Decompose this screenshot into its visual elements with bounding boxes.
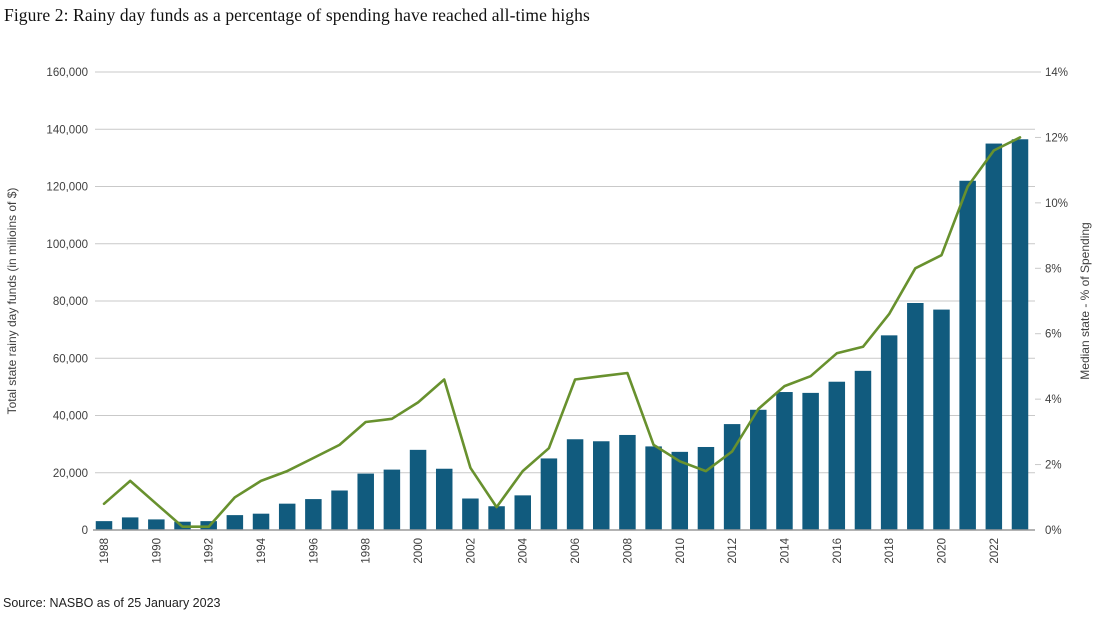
bar-2020 (933, 309, 950, 530)
y-left-tick-label: 140,000 (46, 124, 88, 136)
bar-2016 (828, 381, 846, 530)
bar-2019 (907, 303, 924, 530)
bar-2003 (488, 506, 505, 530)
bar-2008 (619, 434, 636, 530)
bar-1988 (95, 521, 113, 530)
y-right-tick-label: 6% (1045, 329, 1062, 341)
y-right-tick-label: 8% (1045, 263, 1062, 275)
y-left-tick-label: 0 (82, 525, 88, 537)
y-left-tick-label: 60,000 (53, 353, 88, 365)
bar-1990 (148, 519, 165, 530)
bar-2021 (959, 180, 976, 530)
bar-1989 (121, 517, 139, 530)
bar-2007 (593, 441, 610, 530)
y-right-tick-label: 2% (1045, 460, 1062, 472)
figure-title: Figure 2: Rainy day funds as a percentag… (4, 5, 590, 25)
x-tick-label: 1992 (204, 538, 216, 564)
bar-2013 (750, 409, 767, 530)
x-tick-label: 2020 (936, 538, 948, 564)
bar-1998 (357, 473, 374, 530)
bar-2012 (723, 424, 741, 530)
x-tick-label: 1998 (361, 538, 373, 564)
bar-2004 (514, 495, 531, 530)
bar-1997 (331, 490, 348, 530)
y-right-tick-label: 12% (1045, 132, 1068, 144)
x-tick-label: 2016 (832, 538, 844, 564)
y-left-tick-label: 100,000 (46, 239, 88, 251)
bar-2006 (566, 439, 584, 530)
bar-2001 (435, 468, 453, 530)
bar-1999 (383, 469, 401, 530)
x-tick-label: 2000 (413, 538, 425, 564)
bar-2002 (462, 498, 479, 530)
x-tick-label: 2012 (727, 538, 739, 564)
x-tick-label: 2006 (570, 538, 582, 564)
bar-2017 (854, 370, 872, 530)
y-left-tick-label: 40,000 (53, 411, 88, 423)
bar-2000 (409, 449, 427, 530)
bar-2023 (1011, 139, 1029, 531)
y-right-tick-label: 10% (1045, 198, 1068, 210)
x-tick-label: 2002 (465, 538, 477, 564)
y-right-tick-label: 14% (1045, 67, 1068, 79)
y-left-tick-label: 120,000 (46, 182, 88, 194)
bar-1994 (252, 513, 270, 530)
bar-2014 (776, 392, 793, 530)
x-tick-label: 1996 (308, 538, 320, 564)
bar-2011 (697, 446, 715, 530)
bar-2022 (985, 143, 1003, 530)
y-left-tick-label: 160,000 (46, 67, 88, 79)
y-left-tick-label: 20,000 (53, 468, 88, 480)
y-right-tick-label: 0% (1045, 525, 1062, 537)
bar-2010 (671, 451, 689, 530)
bar-1996 (305, 499, 322, 530)
x-tick-label: 1988 (99, 538, 111, 564)
bar-2018 (880, 335, 898, 530)
median-pct-line (102, 136, 1022, 529)
x-tick-label: 2010 (675, 538, 687, 564)
x-tick-label: 2018 (884, 538, 896, 564)
x-tick-label: 1990 (151, 538, 163, 564)
bar-2015 (802, 392, 819, 530)
bar-2005 (540, 458, 558, 530)
bar-1993 (226, 515, 244, 530)
right-axis-title: Median state - % of Spending (1078, 222, 1092, 379)
x-tick-label: 2004 (518, 537, 530, 563)
y-right-tick-label: 4% (1045, 394, 1062, 406)
x-tick-label: 2008 (622, 538, 634, 564)
y-left-tick-label: 80,000 (53, 296, 88, 308)
bar-1995 (278, 503, 296, 530)
x-tick-label: 2014 (779, 537, 791, 563)
bar-2009 (645, 446, 662, 530)
x-tick-label: 2022 (989, 538, 1001, 564)
source-note: Source: NASBO as of 25 January 2023 (3, 596, 221, 610)
x-tick-label: 1994 (256, 537, 268, 563)
left-axis-title: Total state rainy day funds (in milioins… (5, 188, 19, 415)
